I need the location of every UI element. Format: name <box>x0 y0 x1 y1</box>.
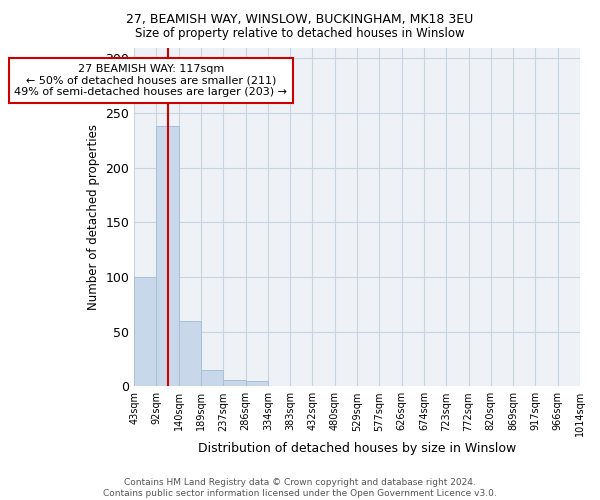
Bar <box>157 126 179 386</box>
Bar <box>201 370 223 386</box>
Bar <box>179 321 201 386</box>
X-axis label: Distribution of detached houses by size in Winslow: Distribution of detached houses by size … <box>198 442 516 455</box>
Bar <box>134 277 157 386</box>
Text: 27, BEAMISH WAY, WINSLOW, BUCKINGHAM, MK18 3EU: 27, BEAMISH WAY, WINSLOW, BUCKINGHAM, MK… <box>127 12 473 26</box>
Text: Size of property relative to detached houses in Winslow: Size of property relative to detached ho… <box>135 28 465 40</box>
Bar <box>245 381 268 386</box>
Bar <box>223 380 245 386</box>
Text: 27 BEAMISH WAY: 117sqm
← 50% of detached houses are smaller (211)
49% of semi-de: 27 BEAMISH WAY: 117sqm ← 50% of detached… <box>14 64 287 97</box>
Text: Contains HM Land Registry data © Crown copyright and database right 2024.
Contai: Contains HM Land Registry data © Crown c… <box>103 478 497 498</box>
Y-axis label: Number of detached properties: Number of detached properties <box>87 124 100 310</box>
